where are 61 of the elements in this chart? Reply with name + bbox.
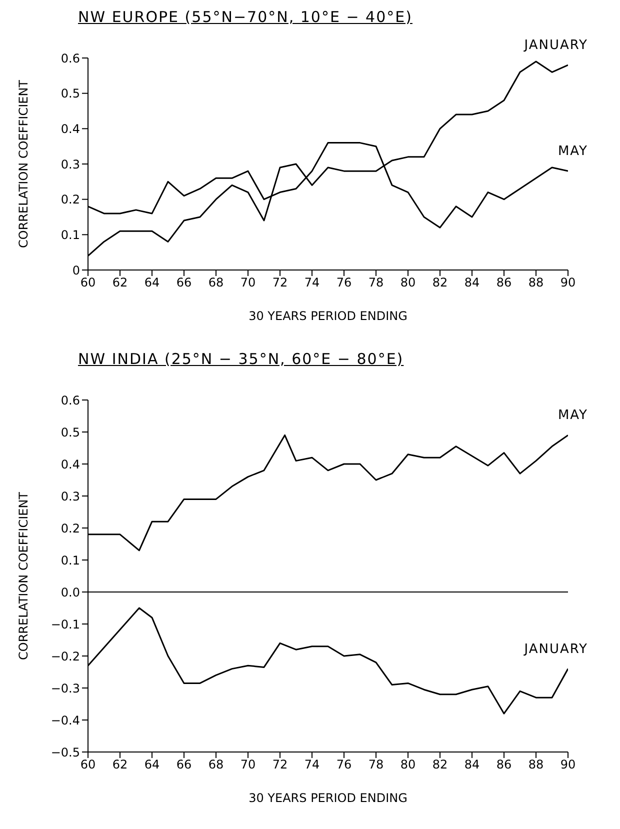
x-tick-label: 64 — [144, 758, 160, 772]
y-tick-label: 0.3 — [60, 157, 80, 172]
x-tick-label: 60 — [80, 276, 96, 290]
x-axis-title: 30 YEARS PERIOD ENDING — [248, 791, 408, 805]
x-tick-label: 70 — [240, 276, 256, 290]
y-tick-label: 0.3 — [60, 489, 80, 504]
x-tick-label: 88 — [528, 276, 544, 290]
y-tick-label: 0.6 — [60, 393, 80, 408]
x-tick-label: 66 — [176, 758, 192, 772]
y-axis-title: CORRELATION COEFFICIENT — [16, 79, 30, 248]
chart-title: NW INDIA (25°N − 35°N, 60°E − 80°E) — [78, 350, 405, 370]
x-tick-label: 74 — [304, 758, 320, 772]
y-tick-label: 0.6 — [60, 51, 80, 66]
x-tick-label: 66 — [176, 276, 192, 290]
y-tick-label: 0.2 — [60, 192, 80, 207]
y-tick-label: −0.1 — [50, 617, 80, 632]
x-tick-label: 86 — [496, 276, 512, 290]
x-tick-label: 90 — [560, 276, 576, 290]
y-tick-label: 0.0 — [60, 585, 80, 600]
y-tick-label: 0 — [72, 263, 80, 278]
x-tick-label: 88 — [528, 758, 544, 772]
x-tick-label: 72 — [272, 758, 288, 772]
series-label: MAY — [558, 408, 588, 424]
x-tick-label: 72 — [272, 276, 288, 290]
x-tick-label: 68 — [208, 276, 224, 290]
y-tick-label: −0.2 — [50, 649, 80, 664]
series-label: MAY — [558, 144, 588, 160]
x-axis-title: 30 YEARS PERIOD ENDING — [248, 309, 408, 323]
x-tick-label: 68 — [208, 758, 224, 772]
x-tick-label: 62 — [112, 276, 128, 290]
x-tick-label: 78 — [368, 758, 384, 772]
x-tick-label: 84 — [464, 276, 480, 290]
x-tick-label: 64 — [144, 276, 160, 290]
y-tick-label: 0.5 — [60, 425, 80, 440]
series-label: JANUARY — [523, 38, 588, 54]
y-tick-label: 0.4 — [60, 122, 80, 136]
x-tick-label: 82 — [432, 276, 448, 290]
x-tick-label: 76 — [336, 758, 352, 772]
y-tick-label: −0.4 — [50, 713, 80, 728]
y-tick-label: −0.5 — [50, 745, 80, 760]
y-tick-label: 0.1 — [60, 553, 80, 568]
y-tick-label: 0.5 — [60, 86, 80, 101]
chart-title: NW EUROPE (55°N−70°N, 10°E − 40°E) — [78, 8, 414, 28]
x-tick-label: 70 — [240, 758, 256, 772]
x-tick-label: 84 — [464, 758, 480, 772]
series-label: JANUARY — [523, 642, 588, 657]
x-tick-label: 78 — [368, 276, 384, 290]
y-tick-label: 0.4 — [60, 457, 80, 472]
x-tick-label: 62 — [112, 758, 128, 772]
y-axis-title: CORRELATION COEFFICIENT — [16, 491, 30, 660]
x-tick-label: 60 — [80, 758, 96, 772]
y-tick-label: 0.2 — [60, 521, 80, 536]
x-tick-label: 80 — [400, 276, 416, 290]
x-tick-label: 76 — [336, 276, 352, 290]
y-tick-label: 0.1 — [60, 228, 80, 242]
x-tick-label: 80 — [400, 758, 416, 772]
x-tick-label: 74 — [304, 276, 320, 290]
x-tick-label: 86 — [496, 758, 512, 772]
x-tick-label: 82 — [432, 758, 448, 772]
y-tick-label: −0.3 — [50, 681, 80, 696]
x-tick-label: 90 — [560, 758, 576, 772]
